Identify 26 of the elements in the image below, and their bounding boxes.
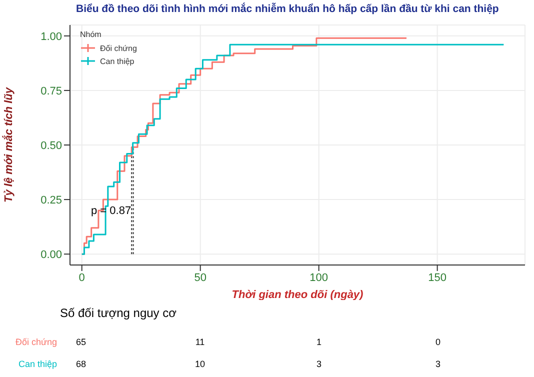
- y-tick-label: 0.25: [40, 194, 62, 206]
- x-tick-label: 150: [428, 272, 446, 284]
- text: 3: [316, 359, 322, 369]
- legend-label: Can thiệp: [100, 56, 134, 66]
- chart-title: Biểu đồ theo dõi tình hình mới mắc nhiễm khuẩn hô hấp cấp lần đầu từ khi can thiệp: [76, 3, 499, 15]
- y-tick-label: 0.75: [40, 85, 62, 98]
- text: 68: [76, 359, 86, 369]
- text: 3: [435, 359, 441, 369]
- text: Can thiệp: [18, 359, 57, 369]
- text: 0: [435, 337, 441, 347]
- x-tick-label: 50: [194, 272, 206, 284]
- text: 65: [76, 337, 86, 347]
- text: 1: [316, 337, 322, 347]
- text: 11: [195, 337, 205, 347]
- x-tick-label: 100: [310, 272, 328, 284]
- text: Đối chứng: [15, 337, 57, 347]
- legend-title: Nhóm: [80, 30, 102, 39]
- y-axis-title: Tỷ lệ mới mắc tích lũy: [2, 86, 15, 202]
- legend-label: Đối chứng: [100, 44, 137, 52]
- x-tick-label: 0: [78, 272, 85, 284]
- y-tick-label: 0.50: [40, 140, 62, 152]
- x-axis-title: Thời gian theo dõi (ngày): [232, 289, 364, 301]
- y-tick-label: 1.00: [40, 30, 62, 43]
- y-tick-label: 0.00: [40, 248, 62, 261]
- text: Số đối tượng nguy cơ: [60, 306, 177, 320]
- text: 10: [194, 359, 206, 369]
